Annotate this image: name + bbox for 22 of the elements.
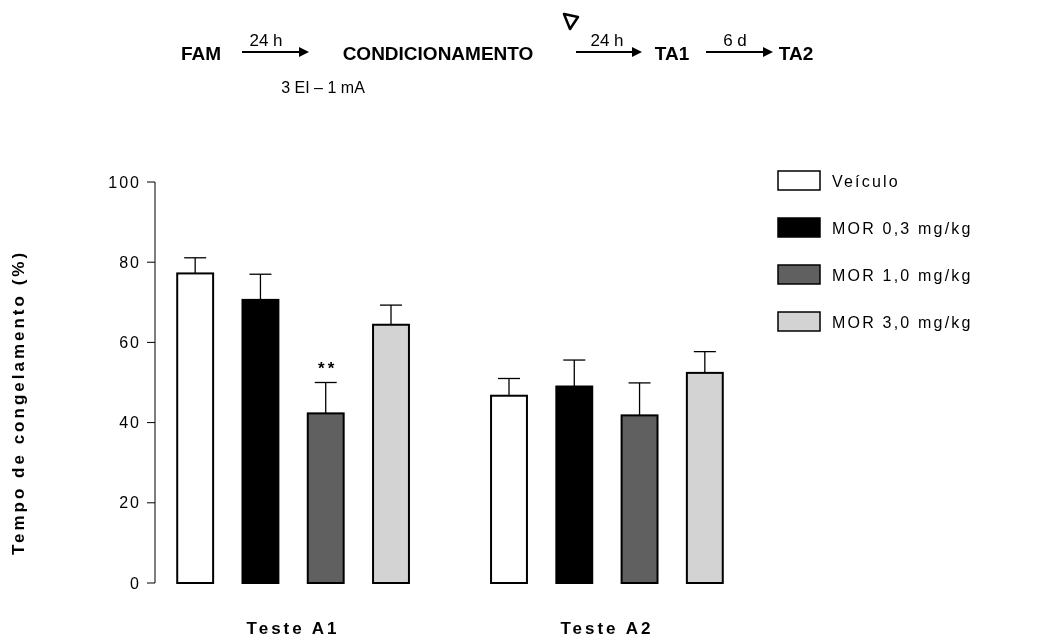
text: 24 h [590,31,624,50]
text: FAM [180,43,222,64]
y-tick-label: 20 [119,494,141,512]
y-tick-label: 100 [108,173,141,191]
text: 24 h [249,31,283,50]
y-axis-title: Tempo de congelamento (%) [9,249,28,556]
annotation: ** [318,359,338,378]
y-tick-label: 0 [130,574,141,592]
y-tick-label: 80 [119,253,141,271]
legend-label: MOR 0,3 mg/kg [832,219,973,237]
legend-label: MOR 1,0 mg/kg [832,266,973,284]
x-tick-label: Teste A1 [246,619,340,638]
y-tick-label: 40 [119,414,141,432]
legend-label: MOR 3,0 mg/kg [832,313,973,331]
text: 6 d [723,31,747,50]
text: 3 EI – 1 mA [281,79,366,96]
text: TA2 [778,43,814,64]
x-tick-label: Teste A2 [560,619,654,638]
text: CONDICIONAMENTO [342,43,534,64]
text: TA1 [654,43,690,64]
y-tick-label: 60 [119,334,141,351]
legend-label: Veículo [832,172,900,190]
